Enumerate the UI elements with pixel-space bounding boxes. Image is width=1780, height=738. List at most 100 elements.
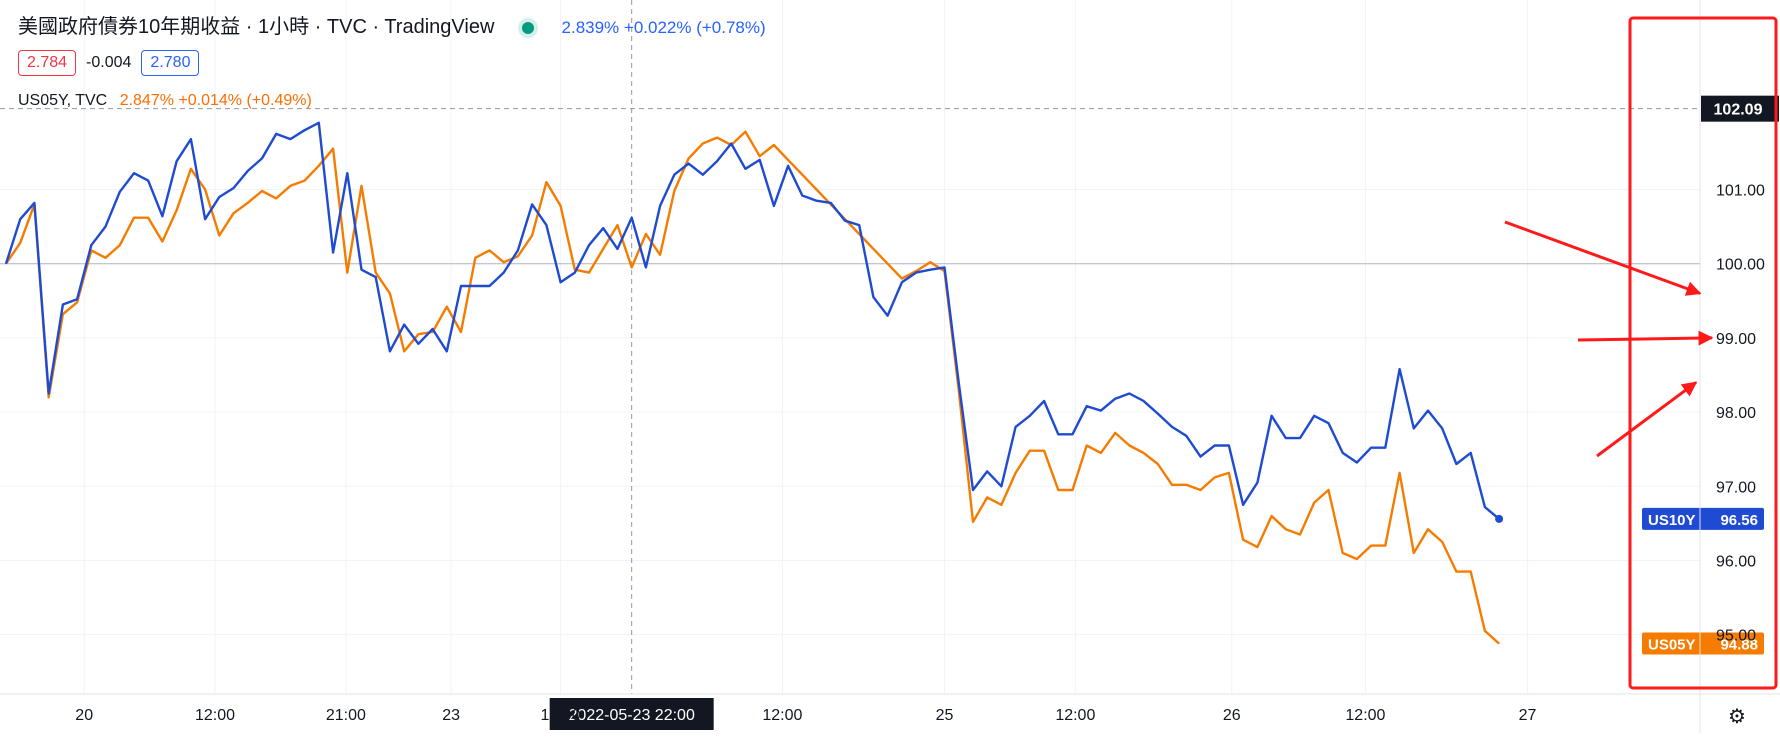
us05y-point	[233, 212, 235, 214]
us05y-legend[interactable]: US05Y, TVC 2.847% +0.014% (+0.49%)	[18, 92, 312, 110]
us10y-point	[1043, 400, 1045, 402]
us10y-point	[460, 285, 462, 287]
us05y-point	[1342, 552, 1344, 554]
us05y-point	[873, 248, 875, 250]
us05y-point	[560, 205, 562, 207]
us10y-point	[1328, 422, 1330, 424]
us10y-point	[290, 138, 292, 140]
us10y-point	[233, 187, 235, 189]
us10y-point	[34, 202, 36, 204]
us05y-point	[1015, 472, 1017, 474]
us10y-point	[346, 172, 348, 174]
us05y-point	[1114, 432, 1116, 434]
us05y-point	[76, 301, 78, 303]
us10y-point	[816, 200, 818, 202]
us10y-last-point-dot	[1495, 514, 1504, 523]
close-price-box[interactable]: 2.780	[141, 50, 200, 76]
annotation-layer	[1504, 16, 1778, 690]
us05y-point	[1185, 484, 1187, 486]
us05y-point	[1385, 545, 1387, 547]
x-tick-label: 12:00	[762, 707, 802, 724]
y-tick-label: 97.00	[1716, 479, 1756, 496]
us10y-point	[204, 218, 206, 220]
us05y-line[interactable]	[5, 130, 1500, 645]
us10y-point	[1072, 434, 1074, 436]
us05y-point	[930, 261, 932, 263]
us10y-point	[1413, 428, 1415, 430]
us10y-point	[503, 272, 505, 274]
us05y-point	[1228, 472, 1230, 474]
crosshair-time-label-bg	[549, 698, 714, 730]
us05y-point	[802, 174, 804, 176]
annotation-arrow	[1596, 381, 1698, 458]
us10y-point	[1200, 456, 1202, 458]
us10y-point	[844, 220, 846, 222]
us10y-point	[560, 281, 562, 283]
us05y-point	[204, 189, 206, 191]
us10y-point	[5, 263, 7, 265]
us05y-point	[816, 189, 818, 191]
us05y-point	[446, 306, 448, 308]
gear-icon[interactable]: ⚙	[1728, 706, 1746, 728]
crosshair-price-label-bg	[1701, 95, 1779, 122]
us10y-point	[1313, 415, 1315, 417]
us05y-last-value-label: US05Y 94.88	[1642, 632, 1764, 655]
us05y-point	[1370, 545, 1372, 547]
us05y-point	[1214, 477, 1216, 479]
us05y-point	[1299, 534, 1301, 536]
us05y-point	[1072, 489, 1074, 491]
us10y-point	[645, 267, 647, 269]
us10y-point	[1299, 437, 1301, 439]
us10y-point	[403, 324, 405, 326]
series-layer[interactable]: US05Y 94.88 US10Y 96.56	[4, 121, 1764, 655]
us10y-line[interactable]	[4, 121, 1500, 520]
us05y-point	[1200, 489, 1202, 491]
us10y-point	[318, 122, 320, 124]
x-tick-label: 27	[1519, 707, 1537, 724]
us05y-point	[659, 254, 661, 256]
us10y-point	[759, 159, 761, 161]
x-tick-label: 16:00	[541, 707, 581, 724]
us10y-point	[887, 315, 889, 317]
us05y-point	[1001, 504, 1003, 506]
us10y-point	[1057, 434, 1059, 436]
us10y-point	[531, 204, 533, 206]
us05y-point	[503, 261, 505, 263]
us05y-point	[645, 233, 647, 235]
us10y-point	[1285, 437, 1287, 439]
us10y-point	[830, 202, 832, 204]
us10y-point	[1385, 447, 1387, 449]
us10y-point	[62, 304, 64, 306]
us10y-point	[389, 350, 391, 352]
us05y-point	[1441, 541, 1443, 543]
us10y-point	[91, 244, 93, 246]
us05y-point	[275, 198, 277, 200]
us10y-point	[517, 250, 519, 252]
us10y-point	[176, 161, 178, 163]
us10y-point	[162, 215, 164, 217]
us10y-point	[1143, 400, 1145, 402]
us05y-point	[602, 248, 604, 250]
us10y-point	[958, 382, 960, 384]
chart-title[interactable]: 美國政府債券10年期收益 · 1小時 · TVC · TradingView	[18, 16, 495, 38]
us10y-point	[1114, 398, 1116, 400]
us10y-point	[588, 244, 590, 246]
us10y-point	[1370, 447, 1372, 449]
us05y-point	[1157, 463, 1159, 465]
us05y-point	[133, 217, 135, 219]
us05y-point	[1456, 571, 1458, 573]
us10y-point	[1271, 415, 1273, 417]
us05y-point	[318, 165, 320, 167]
us10y-point	[1427, 410, 1429, 412]
us10y-point	[1086, 405, 1088, 407]
us05y-point	[617, 224, 619, 226]
chart-header: 美國政府債券10年期收益 · 1小時 · TVC · TradingView 2…	[18, 10, 766, 39]
x-tick-label: 25	[936, 707, 954, 724]
open-price-box[interactable]: 2.784	[18, 50, 77, 76]
y-tick-label: 101.00	[1716, 183, 1765, 200]
us05y-point	[361, 185, 363, 187]
us05y-point	[1057, 489, 1059, 491]
us05y-point	[1328, 489, 1330, 491]
